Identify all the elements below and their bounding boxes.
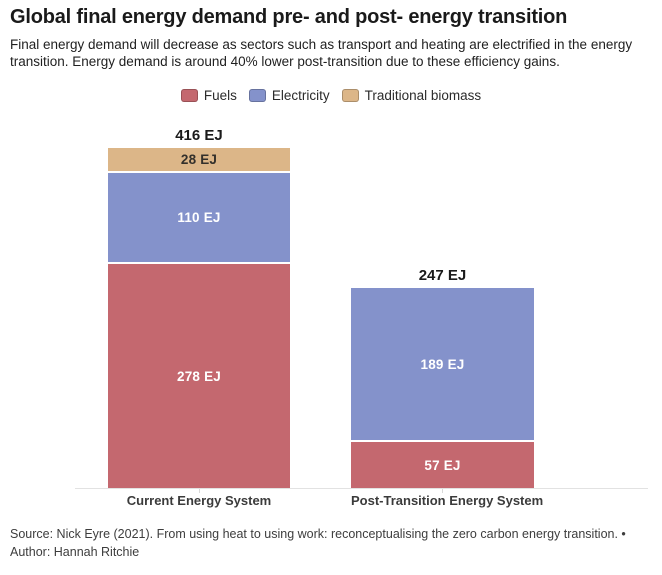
segment-value-label: 28 EJ bbox=[180, 152, 218, 167]
bar-total-label: 247 EJ bbox=[418, 267, 467, 284]
segment-value-label: 189 EJ bbox=[420, 356, 465, 372]
bar-segment-electricity: 110 EJ bbox=[108, 173, 290, 262]
fuels-swatch-icon bbox=[180, 89, 198, 102]
bar-total-label: 416 EJ bbox=[175, 127, 223, 144]
legend-label-fuels: Fuels bbox=[203, 88, 237, 103]
source-note: Source: Nick Eyre (2021). From using hea… bbox=[10, 527, 626, 541]
bar-current-energy-system: 416 EJ 28 EJ 110 EJ 278 EJ bbox=[108, 120, 290, 488]
bar-segment-fuels: 278 EJ bbox=[108, 264, 290, 488]
x-axis-label-current: Current Energy System bbox=[126, 493, 272, 508]
legend-item-traditional-biomass[interactable]: Traditional biomass bbox=[341, 88, 482, 103]
traditional-biomass-swatch-icon bbox=[341, 89, 359, 102]
chart-title: Global final energy demand pre- and post… bbox=[10, 6, 568, 28]
segment-value-label: 57 EJ bbox=[424, 457, 461, 473]
electricity-swatch-icon bbox=[248, 89, 266, 102]
x-axis-tick bbox=[442, 489, 443, 493]
legend-item-electricity[interactable]: Electricity bbox=[248, 88, 330, 103]
legend: Fuels Electricity Traditional biomass bbox=[0, 88, 662, 103]
segment-value-label: 278 EJ bbox=[177, 368, 221, 384]
x-axis-tick bbox=[199, 489, 200, 493]
segment-value-label: 110 EJ bbox=[177, 210, 221, 225]
legend-label-traditional-biomass: Traditional biomass bbox=[364, 88, 482, 103]
chart-subtitle: Final energy demand will decrease as sec… bbox=[10, 37, 633, 69]
x-axis-label-post-transition: Post-Transition Energy System bbox=[351, 493, 544, 508]
x-axis-line bbox=[75, 488, 648, 489]
legend-label-electricity: Electricity bbox=[271, 88, 330, 103]
footer-note: Source: Nick Eyre (2021). From using hea… bbox=[10, 526, 655, 561]
stacked-bar-chart: 416 EJ 28 EJ 110 EJ 278 EJ 247 EJ 189 EJ… bbox=[0, 120, 662, 493]
bar-segment-fuels: 57 EJ bbox=[351, 442, 534, 488]
bar-segment-electricity: 189 EJ bbox=[351, 288, 534, 440]
bar-post-transition-energy-system: 247 EJ 189 EJ 57 EJ bbox=[351, 120, 534, 488]
bar-segment-traditional-biomass: 28 EJ bbox=[108, 148, 290, 171]
author-note: Author: Hannah Ritchie bbox=[10, 544, 140, 559]
legend-item-fuels[interactable]: Fuels bbox=[180, 88, 237, 103]
